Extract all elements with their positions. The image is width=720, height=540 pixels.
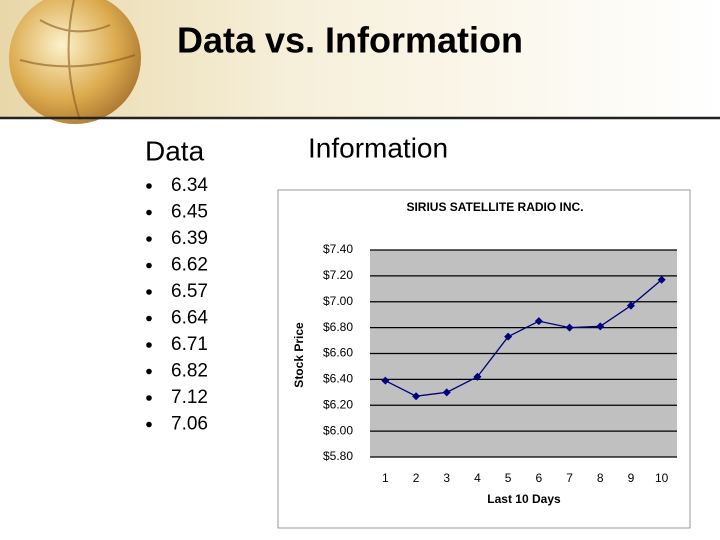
x-tick-label: 9 <box>628 471 635 485</box>
y-tick-label: $6.40 <box>323 372 353 386</box>
y-tick-label: $6.60 <box>323 346 353 360</box>
y-tick-label: $6.20 <box>323 397 353 411</box>
data-list: 6.34 6.45 6.39 6.62 6.57 6.64 6.71 6.82 7.12 7.06 <box>146 175 208 435</box>
bullet <box>146 395 152 401</box>
point-marker <box>504 332 513 341</box>
y-tick-label: $6.80 <box>323 320 353 334</box>
x-tick-label: 10 <box>655 471 669 485</box>
point-marker <box>596 322 605 331</box>
data-heading: Data <box>145 135 205 166</box>
x-tick-label: 7 <box>566 471 573 485</box>
x-axis-label: Last 10 Days <box>487 492 561 506</box>
data-item: 6.82 <box>171 361 208 382</box>
bullet <box>146 209 152 216</box>
chart-title: SIRIUS SATELLITE RADIO INC. <box>406 200 583 214</box>
slide-title: Data vs. Information <box>177 20 523 61</box>
x-tick-label: 1 <box>382 471 389 485</box>
x-tick-label: 5 <box>505 471 512 485</box>
y-tick-label: $7.40 <box>323 242 353 256</box>
bullet <box>146 342 152 348</box>
globe-lines <box>19 0 136 121</box>
x-tick-label: 6 <box>536 471 543 485</box>
data-item: 6.39 <box>171 228 208 249</box>
point-marker <box>565 323 574 332</box>
chart: $5.80 $6.00 $6.20 $6.40 $6.60 $6.80 $7.00 $7.20… <box>323 242 677 485</box>
y-tick-label: $7.00 <box>323 294 353 308</box>
point-marker <box>534 317 543 326</box>
information-heading: Information <box>308 132 448 163</box>
x-tick-label: 2 <box>413 471 420 485</box>
bullet <box>146 315 152 322</box>
point-marker <box>626 301 635 310</box>
data-item: 7.12 <box>171 387 208 408</box>
bullet <box>146 289 152 295</box>
data-item: 6.64 <box>171 308 208 329</box>
bullet <box>146 421 152 428</box>
point-marker <box>442 388 451 397</box>
x-tick-label: 3 <box>443 471 450 485</box>
point-marker <box>657 275 666 284</box>
point-marker <box>381 376 390 385</box>
data-item: 6.34 <box>171 175 208 196</box>
data-item: 7.06 <box>171 414 208 435</box>
y-tick-label: $5.80 <box>323 449 353 463</box>
point-marker <box>412 392 421 401</box>
series-line <box>385 279 663 397</box>
bullet <box>146 236 152 242</box>
data-item: 6.71 <box>171 334 208 355</box>
point-marker <box>473 372 482 381</box>
y-tick-label: $7.20 <box>323 268 353 282</box>
y-axis-label: Stock Price <box>292 322 306 388</box>
x-tick-label: 4 <box>474 471 481 485</box>
data-item: 6.57 <box>171 281 208 302</box>
bullet <box>146 262 152 269</box>
x-tick-label: 8 <box>597 471 604 485</box>
globe <box>9 0 141 124</box>
bullet <box>146 368 152 375</box>
bullet <box>146 183 152 189</box>
data-item: 6.62 <box>171 255 208 276</box>
y-tick-label: $6.00 <box>323 423 353 437</box>
data-item: 6.45 <box>171 202 208 223</box>
